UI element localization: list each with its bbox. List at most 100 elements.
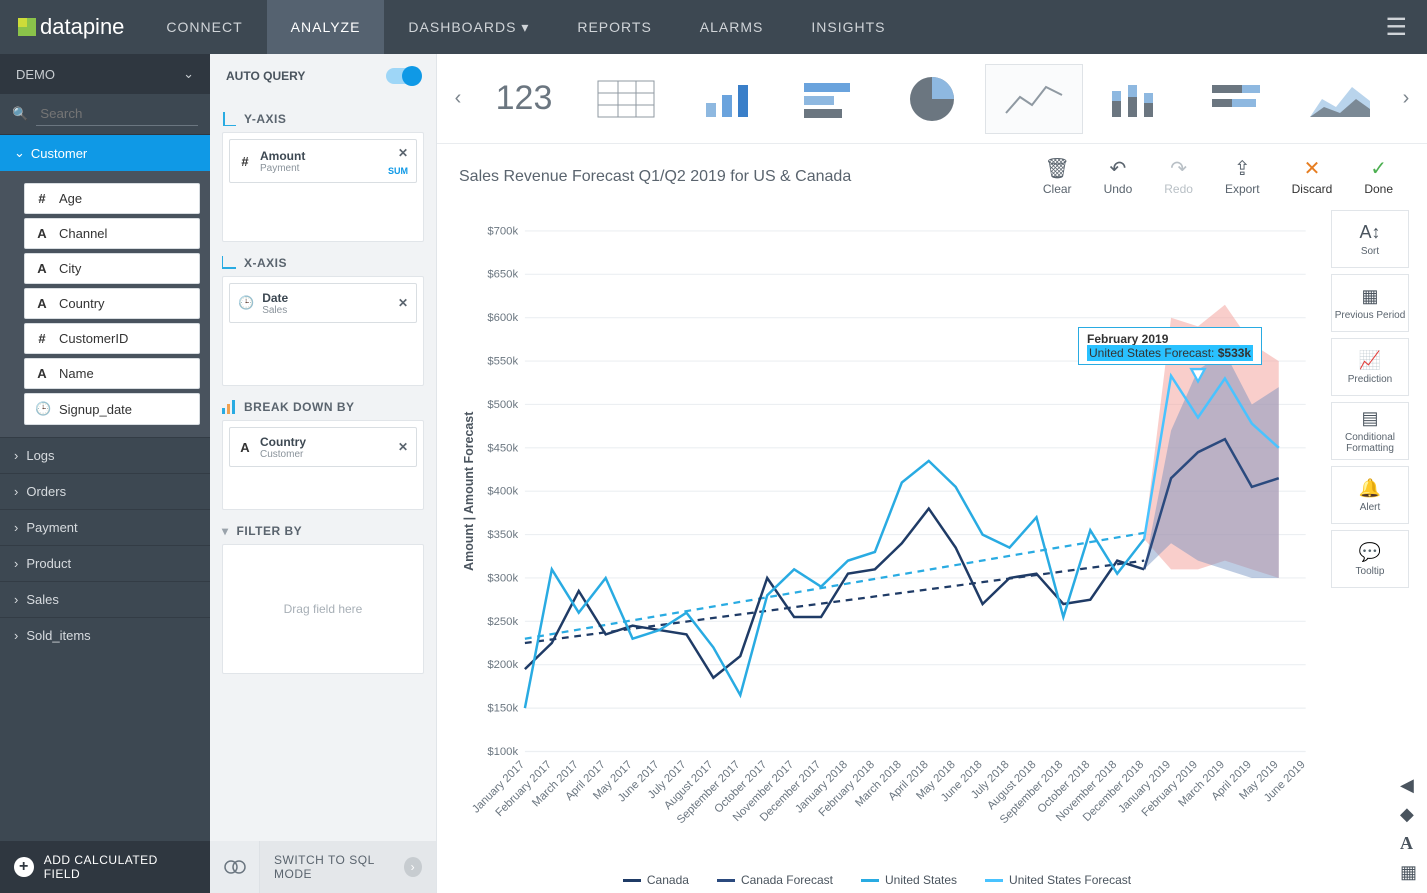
charttype-line[interactable] xyxy=(985,64,1083,134)
tool-alert[interactable]: 🔔Alert xyxy=(1331,466,1409,524)
legend-item[interactable]: United States Forecast xyxy=(985,873,1131,887)
legend-item[interactable]: United States xyxy=(861,873,957,887)
undo-button[interactable]: ↶Undo xyxy=(1092,158,1145,196)
tool-label: Alert xyxy=(1360,502,1381,513)
charttype-bar[interactable] xyxy=(781,64,879,134)
filter-placeholder: Drag field here xyxy=(223,545,423,673)
close-icon: ✕ xyxy=(1302,158,1322,178)
charttype-number[interactable]: 123 xyxy=(475,64,573,134)
svg-text:$600k: $600k xyxy=(487,312,518,324)
tool-prediction[interactable]: 📈Prediction xyxy=(1331,338,1409,396)
sidebar-section-orders[interactable]: ›Orders xyxy=(0,473,210,509)
sidebar-section-sales[interactable]: ›Sales xyxy=(0,581,210,617)
section-label: Orders xyxy=(26,484,66,499)
chip-agg[interactable]: SUM xyxy=(388,166,408,176)
chevron-right-icon: › xyxy=(14,628,18,643)
charttype-bar-stacked[interactable] xyxy=(1189,64,1287,134)
clear-button[interactable]: 🗑Clear xyxy=(1031,158,1084,196)
xaxis-dropzone[interactable]: 🕒 DateSales ✕ xyxy=(222,276,424,386)
tool-tooltip[interactable]: 💬Tooltip xyxy=(1331,530,1409,588)
filter-dropzone[interactable]: Drag field here xyxy=(222,544,424,674)
sidebar-section-label: Customer xyxy=(31,146,87,161)
field-name[interactable]: AName xyxy=(24,358,200,389)
tool-previous-period[interactable]: ▦Previous Period xyxy=(1331,274,1409,332)
yaxis-chip[interactable]: # AmountPayment ✕ SUM xyxy=(229,139,417,183)
field-channel[interactable]: AChannel xyxy=(24,218,200,249)
xaxis-chip[interactable]: 🕒 DateSales ✕ xyxy=(229,283,417,323)
field-label: City xyxy=(59,261,81,276)
datasource-select[interactable]: DEMO ⌄ xyxy=(0,54,210,94)
sidebar-section-logs[interactable]: ›Logs xyxy=(0,437,210,473)
legend-item[interactable]: Canada Forecast xyxy=(717,873,833,887)
auto-query-toggle[interactable] xyxy=(386,68,420,84)
breakdown-dropzone[interactable]: A CountryCustomer ✕ xyxy=(222,420,424,510)
nav-dashboards[interactable]: DASHBOARDS ▾ xyxy=(384,0,553,54)
charttype-area[interactable] xyxy=(1291,64,1389,134)
svg-text:$300k: $300k xyxy=(487,572,518,584)
breakdown-chip[interactable]: A CountryCustomer ✕ xyxy=(229,427,417,467)
nav-analyze[interactable]: ANALYZE xyxy=(267,0,385,54)
fill-icon[interactable]: ◆ xyxy=(1400,804,1417,825)
search-input[interactable] xyxy=(36,102,198,126)
ribbon-prev-button[interactable]: ‹ xyxy=(445,87,471,110)
tool-icon: ▤ xyxy=(1361,408,1378,429)
yaxis-dropzone[interactable]: # AmountPayment ✕ SUM xyxy=(222,132,424,242)
remove-chip-icon[interactable]: ✕ xyxy=(398,146,408,160)
field-country[interactable]: ACountry xyxy=(24,288,200,319)
field-city[interactable]: ACity xyxy=(24,253,200,284)
section-label: Product xyxy=(26,556,71,571)
tool-label: Conditional Formatting xyxy=(1334,432,1406,454)
legend-swatch xyxy=(623,879,641,882)
sidebar-section-payment[interactable]: › Payment xyxy=(0,509,210,545)
collapse-icon[interactable]: ◀ xyxy=(1400,775,1417,796)
charttype-stacked[interactable] xyxy=(1087,64,1185,134)
field-customerid[interactable]: # CustomerID xyxy=(24,323,200,354)
ribbon-next-button[interactable]: › xyxy=(1393,87,1419,110)
done-button[interactable]: ✓Done xyxy=(1352,158,1405,196)
join-mode-button[interactable] xyxy=(210,841,260,893)
corner-tools: ◀ ◆ A ▦ xyxy=(1390,765,1427,893)
sidebar-section-product[interactable]: ›Product xyxy=(0,545,210,581)
nav-alarms[interactable]: ALARMS xyxy=(676,0,788,54)
yaxis-icon xyxy=(222,112,236,126)
chart-area: ‹ 123 › Sales Revenue Forecast Q1/Q2 201… xyxy=(437,54,1427,893)
chart[interactable]: $100k$150k$200k$250k$300k$350k$400k$450k… xyxy=(457,210,1317,863)
redo-button[interactable]: ↷Redo xyxy=(1152,158,1205,196)
hamburger-icon[interactable]: ☰ xyxy=(1365,13,1427,42)
nav-reports[interactable]: REPORTS xyxy=(553,0,675,54)
remove-chip-icon[interactable]: ✕ xyxy=(398,296,408,310)
table-icon xyxy=(596,77,656,121)
field-type-icon: A xyxy=(35,226,49,241)
charttype-pie[interactable] xyxy=(883,64,981,134)
section-label: Payment xyxy=(26,520,77,535)
text-style-icon[interactable]: A xyxy=(1400,833,1417,854)
tool-conditional-formatting[interactable]: ▤ Conditional Formatting xyxy=(1331,402,1409,460)
field-label: CustomerID xyxy=(59,331,128,346)
charttype-column[interactable] xyxy=(679,64,777,134)
palette-icon[interactable]: ▦ xyxy=(1400,862,1417,883)
legend-item[interactable]: Canada xyxy=(623,873,689,887)
field-signup_date[interactable]: 🕒Signup_date xyxy=(24,393,200,425)
nav-connect[interactable]: CONNECT xyxy=(142,0,266,54)
export-button[interactable]: ⇪Export xyxy=(1213,158,1272,196)
chip-title: Date xyxy=(262,291,288,305)
sidebar-section-customer[interactable]: ⌄ Customer xyxy=(0,135,210,171)
field-age[interactable]: #Age xyxy=(24,183,200,214)
sidebar-section-sold_items[interactable]: ›Sold_items xyxy=(0,617,210,653)
chevron-right-icon: › xyxy=(14,520,18,535)
bar-stacked-icon xyxy=(1208,77,1268,121)
charttype-table[interactable] xyxy=(577,64,675,134)
field-type-icon: # xyxy=(35,331,49,346)
stacked-icon xyxy=(1106,77,1166,121)
top-nav: datapine CONNECTANALYZEDASHBOARDS ▾REPOR… xyxy=(0,0,1427,54)
discard-button[interactable]: ✕Discard xyxy=(1280,158,1345,196)
remove-chip-icon[interactable]: ✕ xyxy=(398,440,408,454)
check-icon: ✓ xyxy=(1369,158,1389,178)
chart-type-ribbon: ‹ 123 › xyxy=(437,54,1427,144)
tool-sort[interactable]: A↕Sort xyxy=(1331,210,1409,268)
svg-text:$250k: $250k xyxy=(487,616,518,628)
switch-to-sql-button[interactable]: SWITCH TO SQL MODE › xyxy=(260,841,436,893)
add-calculated-field-button[interactable]: + ADD CALCULATED FIELD xyxy=(0,841,210,893)
tool-icon: ▦ xyxy=(1361,286,1378,307)
nav-insights[interactable]: INSIGHTS xyxy=(787,0,909,54)
